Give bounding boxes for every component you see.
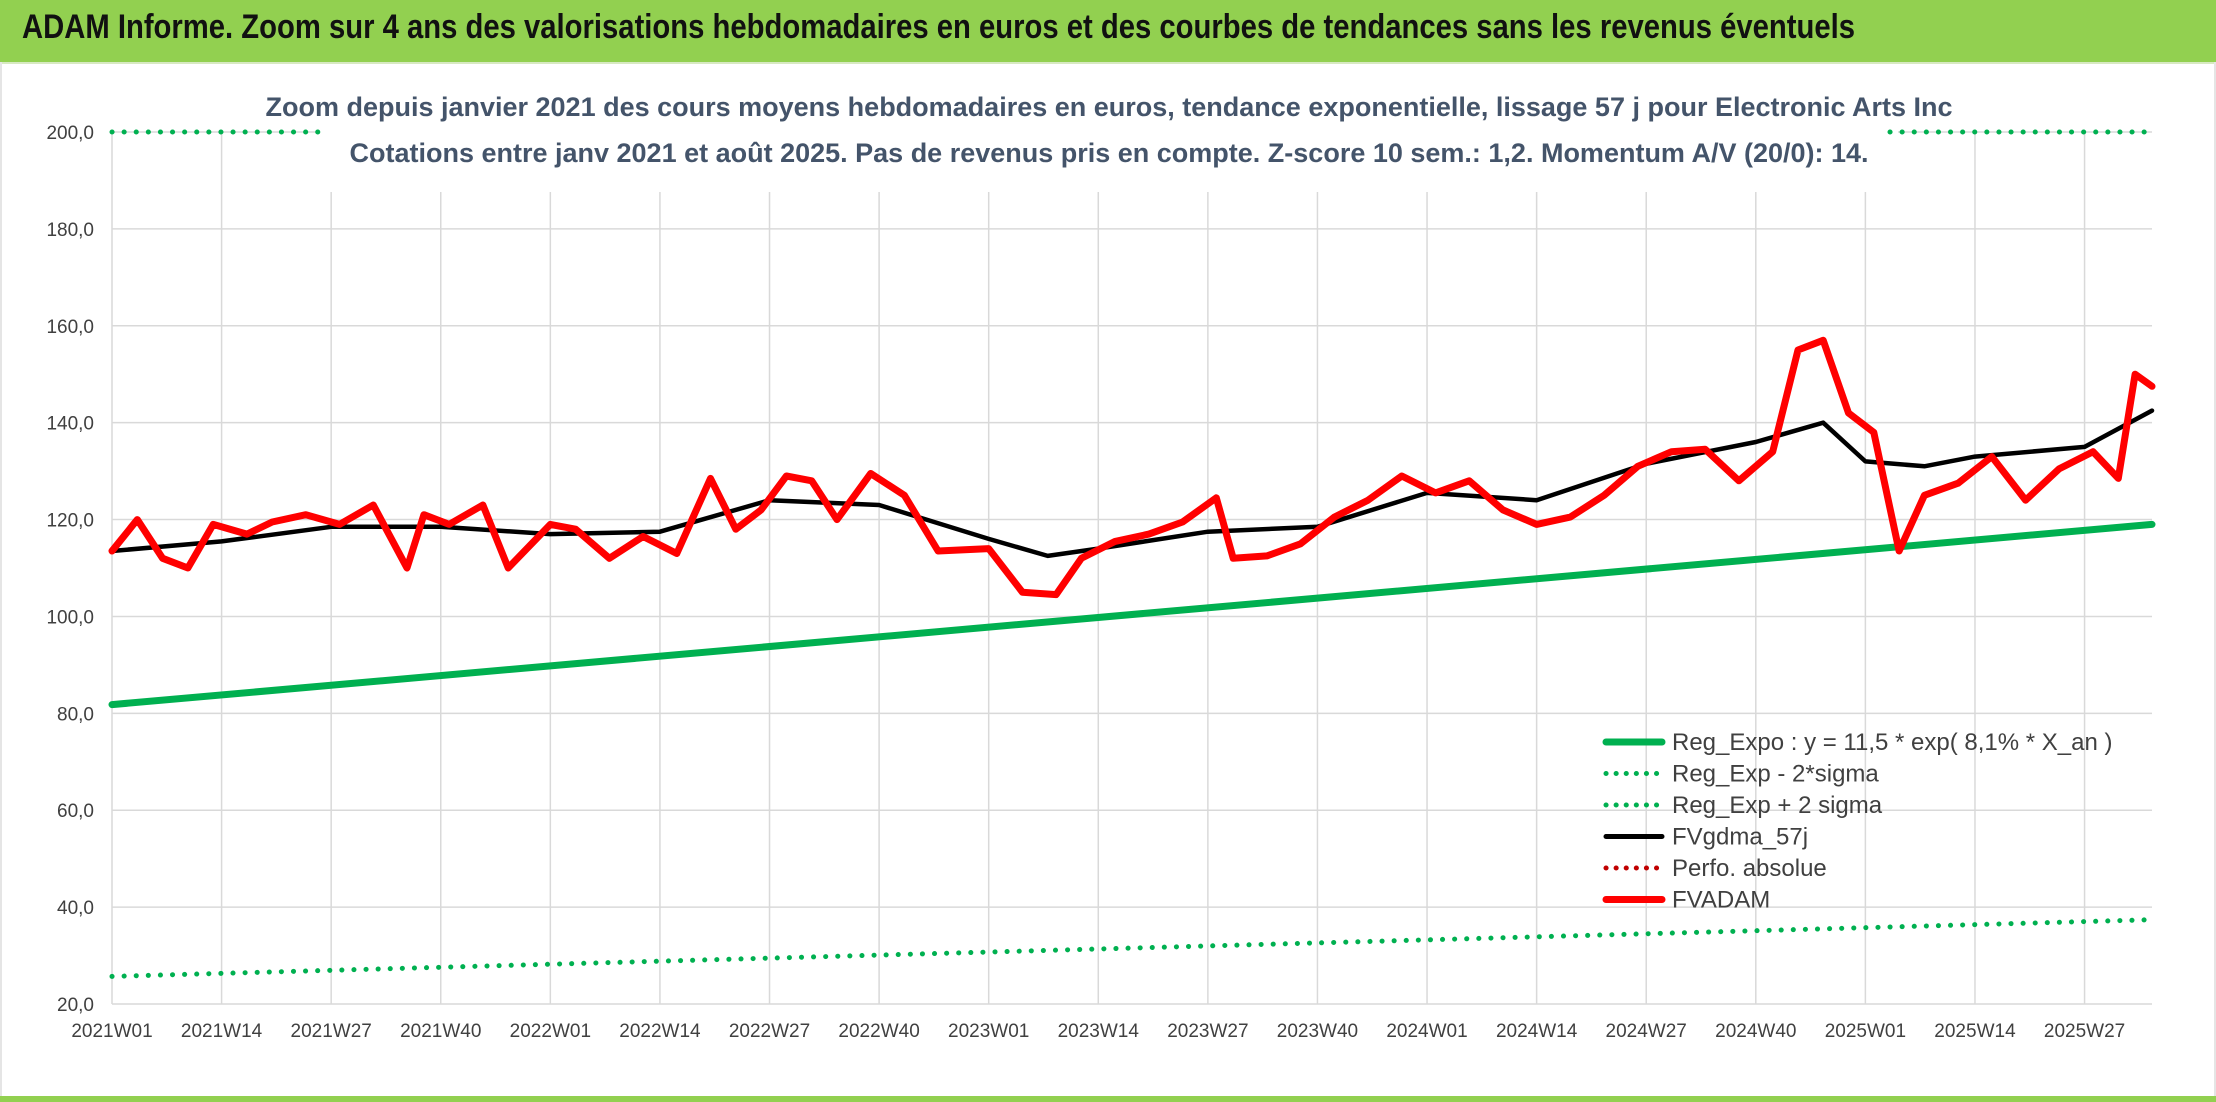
legend: Reg_Expo : y = 11,5 * exp( 8,1% * X_an )… — [1602, 729, 2112, 914]
y-tick-label: 180,0 — [46, 220, 94, 241]
chart-subtitle: Cotations entre janv 2021 et août 2025. … — [349, 138, 1868, 168]
legend-label: FVADAM — [1672, 887, 1770, 914]
y-tick-label: 160,0 — [46, 317, 94, 338]
x-tick-label: 2022W27 — [729, 1021, 810, 1042]
y-tick-label: 140,0 — [46, 414, 94, 435]
series-layer — [108, 129, 2156, 979]
report-title: ADAM Informe. Zoom sur 4 ans des valoris… — [22, 8, 1855, 46]
y-tick-label: 20,0 — [57, 995, 94, 1016]
x-tick-label: 2023W14 — [1058, 1021, 1140, 1042]
legend-label: Reg_Exp - 2*sigma — [1672, 761, 1879, 788]
y-tick-label: 40,0 — [57, 898, 94, 919]
chart-area — [0, 62, 2216, 1102]
report-banner: ADAM Informe. Zoom sur 4 ans des valoris… — [0, 0, 2216, 64]
y-tick-label: 100,0 — [46, 607, 94, 628]
subtitle-backdrop — [320, 110, 1898, 192]
series-line-dotted — [109, 917, 2155, 979]
x-tick-label: 2023W27 — [1167, 1021, 1248, 1042]
bottom-bar — [0, 1096, 2216, 1102]
series-line — [109, 408, 2155, 559]
x-tick-label: 2023W40 — [1277, 1021, 1358, 1042]
chart-title: Zoom depuis janvier 2021 des cours moyen… — [265, 92, 1952, 122]
y-tick-label: 200,0 — [46, 123, 94, 144]
y-axis-labels: 20,0 40,0 60,0 80,0 100,0 120,0 140,0 160,0 180,… — [46, 123, 94, 1016]
series-line-thick — [108, 520, 2156, 709]
x-tick-label: 2021W27 — [291, 1021, 372, 1042]
x-tick-label: 2024W14 — [1496, 1021, 1578, 1042]
x-tick-label: 2025W01 — [1825, 1021, 1906, 1042]
x-tick-label: 2022W01 — [510, 1021, 591, 1042]
y-tick-label: 60,0 — [57, 801, 94, 822]
x-tick-label: 2021W01 — [71, 1021, 152, 1042]
legend-label: Reg_Expo : y = 11,5 * exp( 8,1% * X_an ) — [1672, 729, 2112, 756]
x-tick-label: 2022W14 — [619, 1021, 701, 1042]
x-axis-labels: 2021W01 2021W14 2021W27 2021W40 2022W01 2022W… — [71, 1021, 2125, 1042]
x-tick-label: 2025W14 — [1934, 1021, 2016, 1042]
y-tick-label: 120,0 — [46, 511, 94, 532]
series-line-thick — [108, 336, 2156, 599]
x-tick-label: 2024W40 — [1715, 1021, 1796, 1042]
x-tick-label: 2022W40 — [838, 1021, 919, 1042]
grid — [111, 131, 2152, 1005]
x-tick-label: 2021W14 — [181, 1021, 263, 1042]
x-tick-label: 2024W27 — [1606, 1021, 1687, 1042]
x-tick-label: 2023W01 — [948, 1021, 1029, 1042]
y-tick-label: 80,0 — [57, 704, 94, 725]
legend-label: FVgdma_57j — [1672, 824, 1808, 851]
x-tick-label: 2025W27 — [2044, 1021, 2125, 1042]
x-tick-label: 2021W40 — [400, 1021, 481, 1042]
x-tick-label: 2024W01 — [1386, 1021, 1467, 1042]
legend-label: Reg_Exp + 2 sigma — [1672, 792, 1883, 819]
legend-label: Perfo. absolue — [1672, 855, 1827, 882]
